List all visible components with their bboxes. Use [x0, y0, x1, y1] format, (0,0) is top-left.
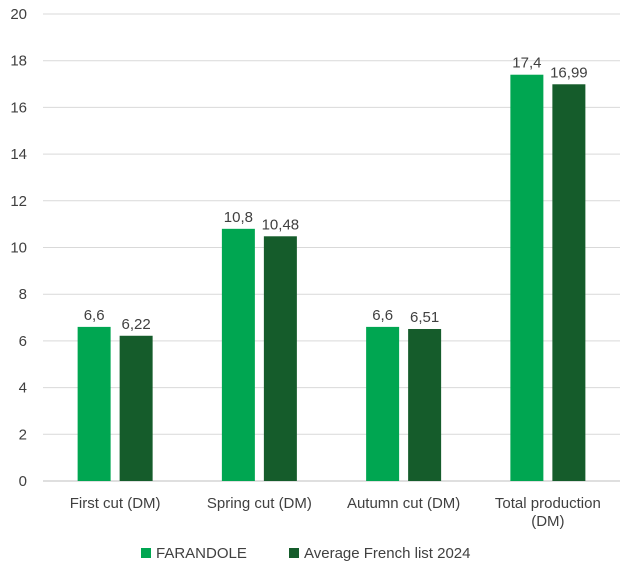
data-label: 6,22 [122, 316, 151, 333]
bar [408, 328, 442, 481]
data-labels: 6,6 6,22 10,8 10,48 6,6 6,51 17,4 16,99 [84, 55, 588, 333]
y-tick-label: 20 [10, 6, 27, 23]
legend-swatch [289, 548, 299, 558]
bar [77, 326, 111, 481]
x-category-label: Spring cut (DM) [207, 495, 312, 512]
data-label: 6,6 [372, 307, 393, 324]
y-tick-label: 12 [10, 193, 27, 210]
y-tick-label: 14 [10, 146, 27, 163]
data-label: 6,51 [410, 309, 439, 326]
bar [263, 236, 297, 481]
y-tick-label: 8 [19, 286, 27, 303]
bar [552, 84, 586, 481]
x-category-label: Total production (DM) [495, 495, 601, 530]
legend: FARANDOLE Average French list 2024 [141, 545, 471, 562]
legend-swatch [141, 548, 151, 558]
y-tick-label: 4 [19, 380, 27, 397]
legend-label: Average French list 2024 [304, 545, 471, 562]
y-tick-label: 18 [10, 53, 27, 70]
y-tick-label: 2 [19, 426, 27, 443]
x-category-label: Autumn cut (DM) [347, 495, 460, 512]
bar [366, 326, 400, 481]
y-tick-label: 0 [19, 473, 27, 490]
data-label: 6,6 [84, 307, 105, 324]
data-label: 10,48 [262, 216, 300, 233]
y-tick-label: 16 [10, 99, 27, 116]
data-label: 16,99 [550, 64, 588, 81]
data-label: 17,4 [512, 55, 541, 72]
y-axis-ticks: 0 2 4 6 8 10 12 14 16 18 20 [10, 6, 27, 490]
y-tick-label: 10 [10, 240, 27, 257]
x-category-label: First cut (DM) [70, 495, 161, 512]
bar [119, 335, 153, 481]
x-axis-labels: First cut (DM) Spring cut (DM) Autumn cut … [70, 495, 601, 530]
legend-label: FARANDOLE [156, 545, 247, 562]
bar [221, 228, 255, 481]
bars [77, 74, 586, 482]
data-label: 10,8 [224, 209, 253, 226]
bar [510, 74, 544, 482]
y-tick-label: 6 [19, 333, 27, 350]
